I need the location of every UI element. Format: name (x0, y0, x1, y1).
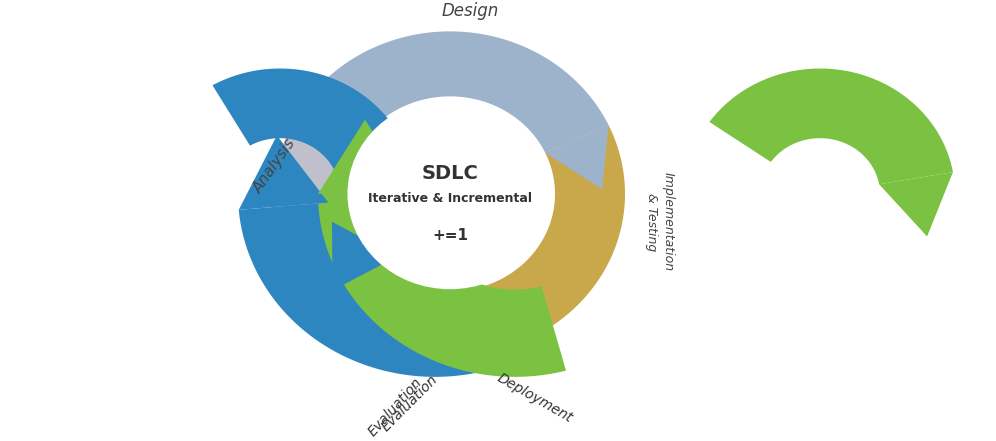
Polygon shape (292, 31, 609, 153)
Polygon shape (292, 89, 355, 153)
Polygon shape (332, 222, 397, 291)
Polygon shape (879, 172, 953, 236)
Circle shape (349, 99, 552, 288)
Polygon shape (434, 125, 625, 356)
Polygon shape (239, 135, 329, 210)
Text: Implementation
& Testing: Implementation & Testing (645, 172, 675, 271)
Text: Deployment: Deployment (495, 371, 576, 426)
Text: Evaluation: Evaluation (379, 372, 441, 434)
Text: Initial Planning: Initial Planning (85, 256, 215, 271)
Text: Deployment: Deployment (783, 244, 886, 259)
Polygon shape (275, 125, 441, 356)
Polygon shape (212, 68, 415, 257)
Polygon shape (239, 202, 502, 377)
Polygon shape (709, 68, 953, 184)
Text: Design: Design (441, 2, 499, 20)
Polygon shape (318, 194, 566, 377)
Text: Evaluation: Evaluation (366, 376, 424, 439)
Text: Analysis: Analysis (251, 136, 299, 196)
Text: +=1: +=1 (432, 228, 468, 243)
Text: SDLC: SDLC (421, 164, 478, 183)
Polygon shape (378, 291, 441, 356)
Polygon shape (318, 120, 412, 194)
Text: Iterative & Incremental: Iterative & Incremental (368, 192, 532, 205)
Polygon shape (545, 125, 609, 189)
